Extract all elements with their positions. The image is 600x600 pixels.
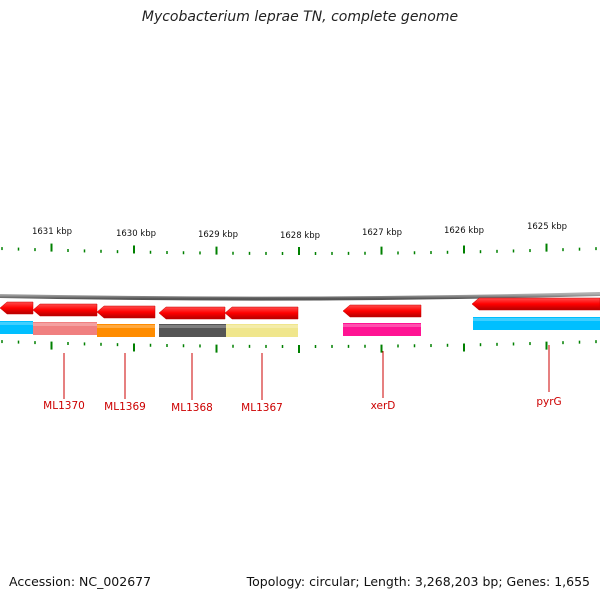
- cds-arrow: [342, 304, 422, 318]
- gene-block-ml1367: [226, 324, 298, 337]
- gene-block-pyrg: [473, 317, 600, 330]
- gene-block-highlight: [226, 325, 298, 328]
- cds-arrow: [471, 297, 600, 311]
- gene-block-highlight: [343, 324, 421, 327]
- gene-block-highlight: [33, 323, 97, 326]
- gene-label-ml1368: ML1368: [171, 402, 213, 414]
- cds-arrow: [158, 306, 226, 320]
- cds-arrow: [0, 301, 34, 315]
- gene-block-highlight: [97, 325, 155, 328]
- cds-arrow: [32, 303, 98, 317]
- gene-label-pyrg: pyrG: [536, 396, 561, 408]
- gene-block-highlight: [473, 318, 600, 321]
- gene-block-highlight: [0, 322, 33, 325]
- genome-summary-text: Topology: circular; Length: 3,268,203 bp…: [246, 574, 590, 589]
- gene-block-xerd: [343, 323, 421, 336]
- accession-text: Accession: NC_002677: [9, 574, 152, 589]
- ruler-label: 1628 kbp: [280, 231, 320, 241]
- gene-label-xerd: xerD: [371, 400, 396, 412]
- gene-label-ml1369: ML1369: [104, 401, 146, 413]
- cds-arrow: [224, 306, 299, 320]
- gene-block-highlight: [159, 325, 226, 328]
- ruler-label: 1631 kbp: [32, 227, 72, 237]
- ruler-label: 1626 kbp: [444, 226, 484, 236]
- ruler-label: 1627 kbp: [362, 228, 402, 238]
- gene-block-ml1370: [33, 322, 97, 335]
- ruler-label: 1625 kbp: [527, 222, 567, 232]
- ruler-label: 1630 kbp: [116, 229, 156, 239]
- gene-block-ml1369: [97, 324, 155, 337]
- ruler-label: 1629 kbp: [198, 230, 238, 240]
- gene-label-ml1370: ML1370: [43, 400, 85, 412]
- gene-block: [0, 321, 33, 334]
- gene-block-ml1368: [159, 324, 226, 337]
- map-title: Mycobacterium leprae TN, complete genome: [141, 9, 459, 25]
- genome-backbone: [0, 292, 600, 301]
- cds-arrow: [96, 305, 156, 319]
- gene-label-ml1367: ML1367: [241, 402, 283, 414]
